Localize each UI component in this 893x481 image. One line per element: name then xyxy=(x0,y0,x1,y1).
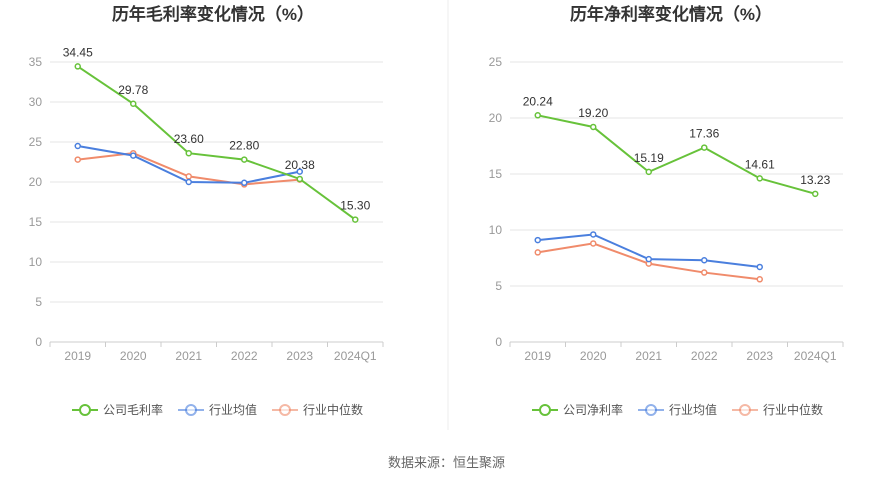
legend-marker xyxy=(645,404,657,416)
x-tick-label: 2020 xyxy=(580,349,607,363)
y-tick-label: 15 xyxy=(489,167,503,181)
y-tick-label: 35 xyxy=(29,55,43,69)
series-line-company xyxy=(77,65,356,221)
x-tick-label: 2023 xyxy=(286,349,313,363)
data-label: 13.23 xyxy=(800,173,830,187)
data-point-company xyxy=(74,63,81,70)
data-point-industry_median xyxy=(756,276,763,283)
data-point-industry_avg xyxy=(590,231,597,238)
data-point-industry_avg xyxy=(241,179,248,187)
x-tick-label: 2021 xyxy=(175,349,202,363)
legend-item-industry_avg: 行业均值 xyxy=(178,402,257,417)
data-label: 20.24 xyxy=(523,94,553,108)
data-point-industry_median xyxy=(701,269,708,276)
legend-label: 公司净利率 xyxy=(563,402,623,417)
y-tick-label: 20 xyxy=(489,111,503,125)
y-tick-label: 0 xyxy=(495,335,502,349)
data-point-company xyxy=(590,123,597,131)
data-label: 34.45 xyxy=(63,45,93,59)
data-point-industry_avg xyxy=(185,178,192,186)
x-tick-label: 2019 xyxy=(524,349,551,363)
data-source: 数据来源：恒生聚源 xyxy=(387,455,505,470)
data-point-company xyxy=(241,156,248,163)
legend-marker xyxy=(739,404,751,416)
data-label: 20.38 xyxy=(285,158,315,172)
data-point-industry_avg xyxy=(756,263,763,271)
series-line-company xyxy=(537,114,816,195)
legend-marker xyxy=(279,404,291,416)
y-tick-label: 15 xyxy=(29,215,43,229)
chart-panel-2: 历年净利率变化情况（%） 0 5 10 15 20 25 2019 2020 2021 2022 20… xyxy=(489,4,844,417)
x-tick-label: 2020 xyxy=(120,349,147,363)
y-tick-label: 30 xyxy=(29,95,43,109)
legend-marker xyxy=(185,404,197,416)
data-label: 19.20 xyxy=(578,106,608,120)
legend-item-company: 公司净利率 xyxy=(532,402,623,417)
legend-item-industry_median: 行业中位数 xyxy=(272,402,363,417)
data-point-company xyxy=(296,175,303,183)
data-point-company xyxy=(130,100,137,108)
y-tick-label: 20 xyxy=(29,175,43,189)
data-label: 15.19 xyxy=(634,151,664,165)
y-tick-label: 5 xyxy=(35,295,42,309)
data-point-industry_avg xyxy=(645,255,652,263)
y-tick-label: 5 xyxy=(495,279,502,293)
data-label: 29.78 xyxy=(118,83,148,97)
data-point-industry_median xyxy=(534,249,541,256)
data-label: 23.60 xyxy=(174,132,204,146)
data-point-industry_avg xyxy=(701,256,708,264)
data-label: 17.36 xyxy=(689,127,719,141)
legend-item-company: 公司毛利率 xyxy=(72,402,163,417)
data-point-industry_avg xyxy=(534,236,541,244)
legend-marker xyxy=(79,404,91,416)
data-point-industry_avg xyxy=(296,168,303,175)
data-point-industry_median xyxy=(590,240,597,247)
data-label: 14.61 xyxy=(745,157,775,171)
data-point-industry_avg xyxy=(130,152,137,159)
legend-item-industry_median: 行业中位数 xyxy=(732,402,823,417)
y-tick-label: 0 xyxy=(35,335,42,349)
data-point-company xyxy=(756,175,763,182)
chart-panel-1: 历年毛利率变化情况（%） 0 5 10 15 20 25 30 35 2019 2020 2021 20… xyxy=(29,4,384,417)
data-point-industry_median xyxy=(185,173,192,180)
data-point-company xyxy=(185,149,192,157)
x-tick-label: 2022 xyxy=(231,349,258,363)
data-point-company xyxy=(534,112,541,119)
y-tick-label: 10 xyxy=(489,223,503,237)
legend-item-industry_avg: 行业均值 xyxy=(638,402,717,417)
legend-label: 公司毛利率 xyxy=(103,402,163,417)
x-tick-label: 2019 xyxy=(64,349,91,363)
y-tick-label: 10 xyxy=(29,255,43,269)
x-tick-label: 2021 xyxy=(635,349,662,363)
chart-title: 历年净利率变化情况（%） xyxy=(570,4,772,24)
y-tick-label: 25 xyxy=(29,135,43,149)
legend-label: 行业中位数 xyxy=(763,402,823,417)
chart-title: 历年毛利率变化情况（%） xyxy=(112,4,314,24)
data-point-company xyxy=(352,216,359,223)
legend-marker xyxy=(539,404,551,416)
x-tick-label: 2024Q1 xyxy=(794,349,837,363)
x-tick-label: 2024Q1 xyxy=(334,349,377,363)
y-tick-label: 25 xyxy=(489,55,503,69)
data-label: 15.30 xyxy=(340,199,370,213)
data-point-industry_avg xyxy=(74,142,81,150)
data-point-company xyxy=(701,144,708,151)
legend-label: 行业均值 xyxy=(669,402,717,417)
data-point-industry_median xyxy=(74,156,81,163)
legend-label: 行业中位数 xyxy=(303,402,363,417)
data-point-company xyxy=(645,168,652,176)
data-label: 22.80 xyxy=(229,139,259,153)
x-tick-label: 2023 xyxy=(746,349,773,363)
x-tick-label: 2022 xyxy=(691,349,718,363)
legend-label: 行业均值 xyxy=(209,402,257,417)
data-point-company xyxy=(812,190,819,198)
